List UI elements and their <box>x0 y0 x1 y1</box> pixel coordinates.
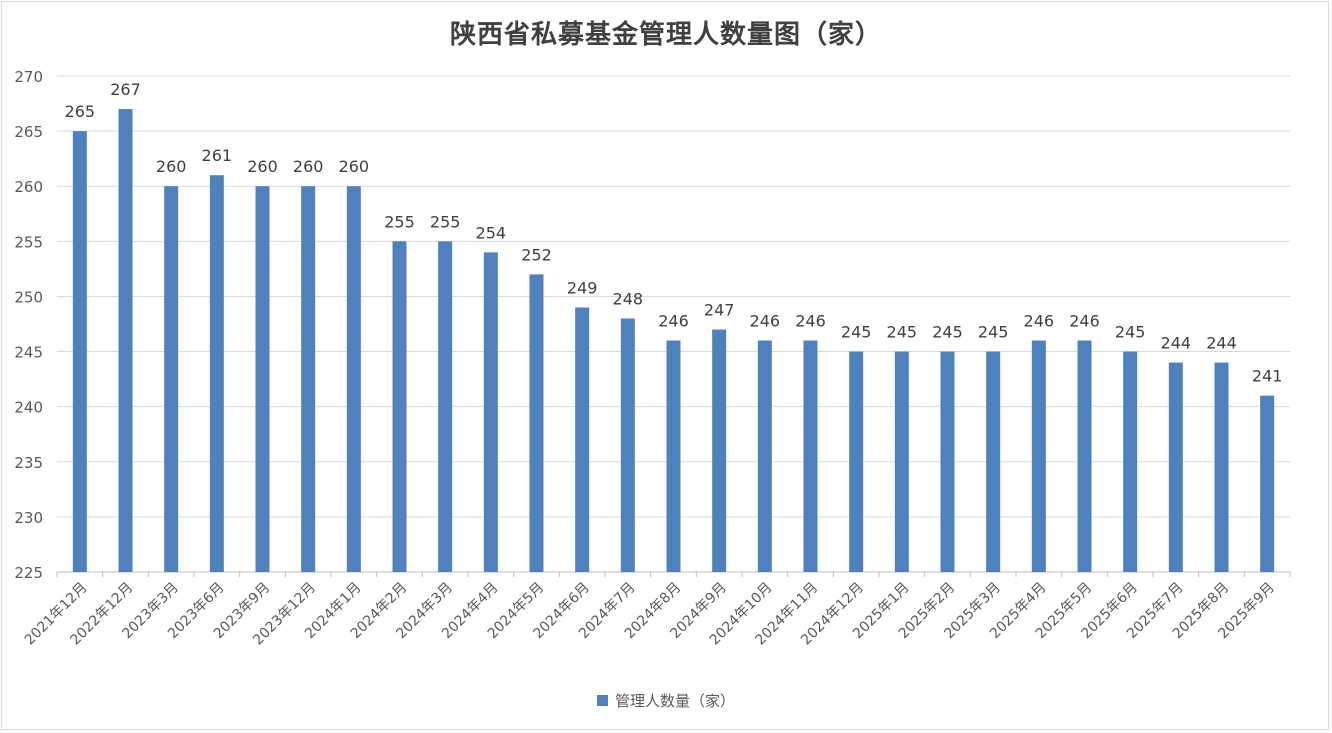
data-label: 255 <box>384 212 415 231</box>
bar <box>849 351 864 572</box>
legend-label: 管理人数量（家） <box>614 692 735 710</box>
bar <box>118 109 133 573</box>
bar <box>209 175 224 572</box>
data-label: 247 <box>704 301 735 320</box>
data-label: 260 <box>293 157 324 176</box>
data-label: 252 <box>521 245 552 264</box>
data-label: 244 <box>1206 334 1237 353</box>
data-label: 260 <box>339 157 370 176</box>
bar <box>666 340 681 572</box>
data-label: 245 <box>978 323 1009 342</box>
y-tick-label: 250 <box>14 288 43 306</box>
bar <box>1077 340 1092 572</box>
bar <box>575 307 590 572</box>
bar <box>529 274 544 572</box>
bar <box>1168 362 1183 572</box>
bar <box>1214 362 1229 572</box>
bar <box>712 329 727 572</box>
bar <box>255 186 270 572</box>
data-label: 260 <box>247 157 278 176</box>
y-tick-label: 255 <box>14 233 43 251</box>
legend: 管理人数量（家） <box>0 690 1332 711</box>
data-label: 244 <box>1161 334 1192 353</box>
bar <box>1031 340 1046 572</box>
bar <box>803 340 818 572</box>
bar <box>986 351 1001 572</box>
data-label: 246 <box>1024 312 1055 331</box>
y-tick-label: 225 <box>14 564 43 582</box>
bar <box>1123 351 1138 572</box>
bar <box>483 252 498 572</box>
bar <box>72 131 87 572</box>
bar <box>940 351 955 572</box>
data-label: 249 <box>567 278 598 297</box>
bar <box>1260 395 1275 572</box>
data-label: 248 <box>613 289 644 308</box>
bar <box>757 340 772 572</box>
data-label: 245 <box>1115 323 1146 342</box>
y-tick-label: 270 <box>14 68 43 86</box>
data-label: 245 <box>932 323 963 342</box>
data-label: 265 <box>65 102 96 121</box>
bar <box>301 186 316 572</box>
data-label: 260 <box>156 157 187 176</box>
bar <box>438 241 453 573</box>
bar <box>392 241 407 573</box>
data-label: 255 <box>430 212 461 231</box>
data-label: 246 <box>1069 312 1100 331</box>
data-label: 246 <box>795 312 826 331</box>
data-label: 241 <box>1252 367 1283 386</box>
bar <box>346 186 361 572</box>
data-label: 245 <box>841 323 872 342</box>
legend-swatch-icon <box>596 695 608 706</box>
data-label: 246 <box>750 312 781 331</box>
y-tick-label: 230 <box>14 509 43 527</box>
data-label: 261 <box>202 146 233 165</box>
chart-title: 陕西省私募基金管理人数量图（家） <box>449 20 882 50</box>
bar <box>894 351 909 572</box>
y-tick-label: 240 <box>14 399 43 417</box>
bar <box>164 186 179 572</box>
data-label: 245 <box>887 323 918 342</box>
y-tick-label: 265 <box>14 123 43 141</box>
data-label: 254 <box>476 223 507 242</box>
y-tick-label: 260 <box>14 178 43 196</box>
bar <box>620 318 635 572</box>
y-tick-label: 245 <box>14 344 43 362</box>
data-label: 267 <box>110 80 141 99</box>
data-label: 246 <box>658 312 689 331</box>
y-tick-label: 235 <box>14 454 43 472</box>
